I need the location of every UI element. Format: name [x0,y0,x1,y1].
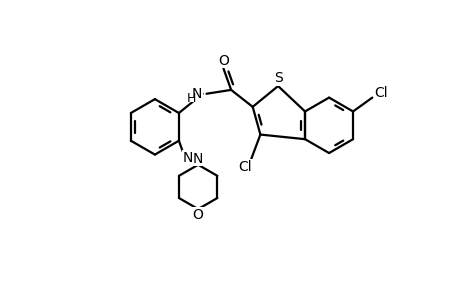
Text: Cl: Cl [238,160,251,174]
Text: O: O [218,54,229,68]
Text: N: N [192,152,203,166]
Text: N: N [183,151,193,165]
Text: H: H [187,92,196,105]
Text: O: O [192,208,203,222]
Text: N: N [191,87,201,101]
Text: S: S [273,71,282,85]
Text: Cl: Cl [374,86,387,100]
